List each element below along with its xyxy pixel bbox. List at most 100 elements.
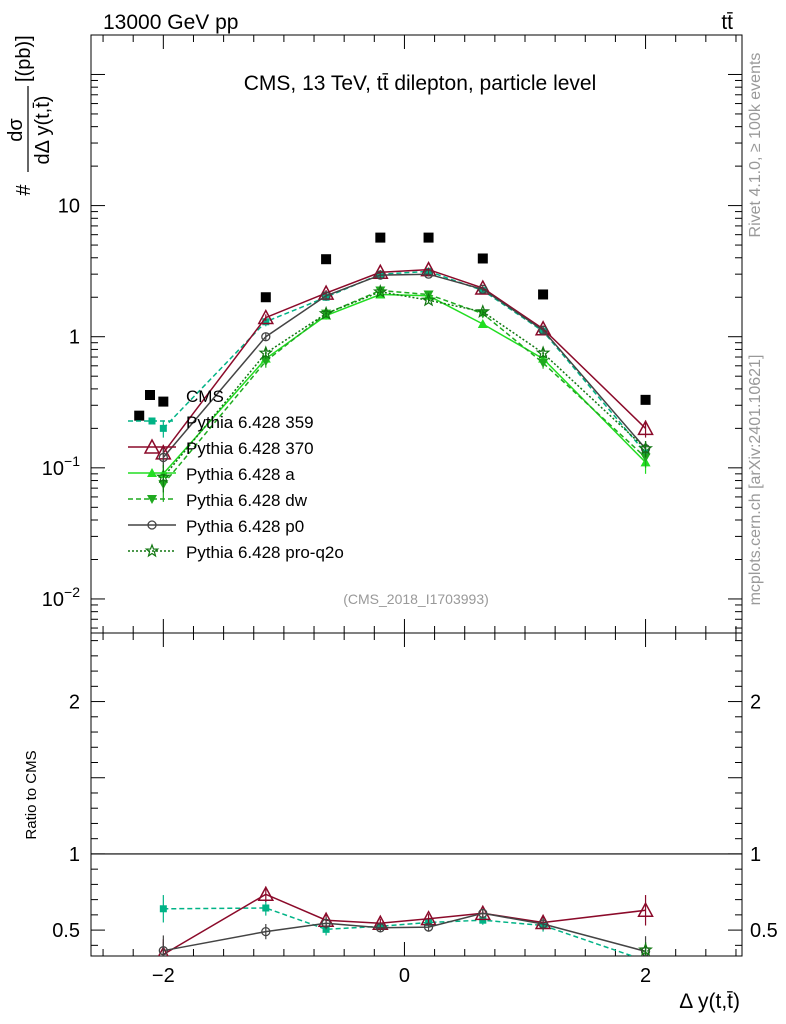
cms-data-point: [477, 253, 488, 264]
ratio-series-line: [163, 912, 646, 953]
series-line: [162, 273, 647, 458]
data-point: [317, 284, 335, 300]
data-point: [535, 345, 551, 360]
data-point: [159, 424, 167, 432]
legend-label: Pythia 6.428 pro-q2o: [186, 543, 344, 562]
data-point: [638, 440, 654, 455]
series-pythia-6-428-a: [158, 289, 651, 489]
ratio-data-point: [159, 905, 167, 913]
series-pythia-6-428-pro-q2o: [155, 284, 654, 493]
series-line: [162, 293, 647, 475]
y-tick-exponent: −2: [64, 584, 80, 600]
x-axis-label: Δ y(t,t̄): [679, 990, 740, 1013]
legend: CMS Pythia 6.428 359 Pythia 6.428 370 Pythi…: [128, 387, 344, 562]
ratio-data-point: [321, 918, 331, 928]
legend-marker: [145, 390, 155, 400]
data-point: [477, 319, 488, 329]
rivet-label: Rivet 4.1.0, ≥ 100k events: [747, 53, 764, 238]
ratio-data-point: [423, 922, 434, 932]
ratio-y-tick-label-right: 0.5: [750, 920, 778, 942]
series-line: [162, 270, 647, 454]
data-point: [262, 318, 270, 326]
legend-entry: Pythia 6.428 a: [128, 465, 295, 484]
data-point: [318, 305, 334, 320]
data-point: [375, 270, 385, 280]
ratio-series-clipped: [157, 885, 654, 956]
legend-entry: Pythia 6.428 pro-q2o: [128, 543, 344, 562]
ratio-series-line: [163, 907, 635, 956]
data-point: [321, 291, 331, 301]
legend-marker: [148, 417, 156, 425]
data-point: [257, 308, 275, 325]
y-tick-base: 10: [42, 458, 64, 480]
data-point: [158, 452, 168, 463]
ratio-series-layer: [157, 885, 654, 956]
data-point: [475, 304, 491, 318]
legend-label: Pythia 6.428 a: [186, 465, 295, 484]
y-tick-label: 10−1: [42, 453, 80, 480]
legend-label: Pythia 6.428 359: [186, 413, 314, 432]
legend-marker: [147, 468, 157, 477]
x-tick-label: 2: [640, 965, 651, 987]
ratio-y-tick-label-right: 2: [750, 692, 761, 714]
legend-entry: Pythia 6.428 370: [128, 438, 314, 458]
data-point: [637, 419, 654, 436]
y-label-hash: #: [13, 184, 35, 196]
energy-label: 13000 GeV pp: [103, 11, 238, 34]
ratio-data-point: [262, 904, 270, 912]
y-tick-base: 10: [42, 589, 64, 611]
data-point: [260, 357, 271, 367]
data-point: [423, 269, 434, 279]
ratio-data-point: [538, 919, 548, 929]
cms-data-point: [260, 292, 271, 303]
legend-entry: Pythia 6.428 p0: [128, 517, 304, 536]
ratio-y-tick-label-right: 1: [750, 844, 761, 866]
series-line: [162, 291, 647, 478]
ratio-data-point: [157, 945, 169, 956]
ratio-series-line: [162, 893, 646, 956]
ratio-y-tick-label-left: 1: [69, 844, 80, 866]
ratio-y-axis-label: Ratio to CMS: [23, 750, 40, 839]
cms-data-point: [158, 396, 169, 407]
data-point: [538, 325, 548, 335]
cms-data-point: [538, 289, 549, 300]
legend-marker: [144, 543, 160, 558]
legend-label: Pythia 6.428 370: [186, 439, 314, 458]
y-tick-base: 1: [69, 327, 80, 349]
ratio-panel-frame: [90, 632, 743, 957]
legend-label: CMS: [186, 387, 224, 406]
ratio-data-point: [158, 946, 168, 956]
analysis-label: (CMS_2018_I1703993): [343, 591, 489, 607]
y-tick-exponent: −1: [64, 453, 80, 469]
ratio-data-point: [479, 916, 487, 924]
ratio-data-point: [637, 901, 654, 918]
data-point: [640, 453, 651, 463]
legend-entry: CMS: [145, 387, 224, 406]
legend-entry: Pythia 6.428 dw: [128, 491, 308, 510]
cms-data-point: [134, 410, 145, 421]
site-label: mcplots.cern.ch [arXiv:2401.10621]: [747, 355, 764, 606]
ratio-data-point: [375, 923, 385, 933]
chart-title: CMS, 13 TeV, tt̄ dilepton, particle leve…: [244, 72, 597, 95]
legend-label: Pythia 6.428 dw: [186, 491, 308, 510]
legend-marker: [147, 520, 157, 530]
data-point: [478, 284, 488, 294]
data-point: [372, 263, 389, 280]
main-series-layer: [134, 232, 654, 502]
ratio-series-pythia-6-428-pro-q2o: [638, 942, 653, 956]
legend-entry: Pythia 6.428 359: [128, 413, 314, 432]
y-tick-label: 1: [69, 327, 80, 349]
series-line: [162, 268, 647, 454]
ratio-data-point: [261, 926, 271, 937]
data-point: [258, 345, 274, 360]
x-axis-ticks: −2 0 2: [102, 35, 737, 987]
y-label-denominator: dΔ y(t,t̄): [32, 96, 54, 165]
series-line: [162, 289, 647, 485]
cms-data-point: [321, 254, 332, 265]
y-label-numerator: dσ: [5, 118, 27, 142]
ratio-data-point: [638, 942, 653, 956]
cms-data-point: [375, 232, 386, 243]
series-pythia-6-428-359: [159, 267, 650, 463]
